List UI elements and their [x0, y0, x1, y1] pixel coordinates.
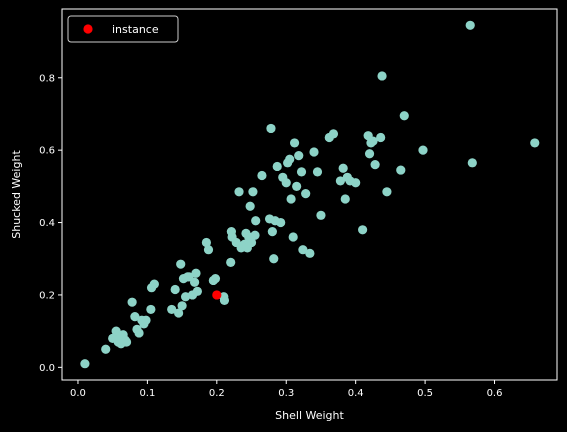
data-point [192, 286, 202, 296]
x-tick-label: 0.6 [487, 388, 503, 399]
data-point [111, 326, 121, 336]
x-tick-label: 0.5 [417, 388, 433, 399]
data-point [296, 167, 307, 177]
data-point [377, 71, 387, 81]
y-tick-label: 0.4 [39, 218, 55, 229]
data-point [101, 344, 111, 354]
data-point [289, 138, 300, 148]
data-point [257, 170, 267, 181]
data-point [281, 178, 291, 188]
legend: instance [67, 15, 179, 43]
data-point [127, 297, 137, 307]
data-point [465, 20, 475, 30]
data-point [530, 138, 540, 148]
data-point [328, 129, 339, 139]
data-point [292, 181, 302, 191]
legend-box [67, 15, 179, 43]
legend-marker-instance [83, 24, 93, 34]
data-point [201, 237, 211, 248]
data-point [203, 245, 214, 255]
y-axis: 0.0 0.2 0.4 0.6 0.8 [39, 73, 62, 374]
data-point [134, 328, 144, 338]
y-axis-label: Shucked Weight [10, 150, 23, 239]
x-tick-label: 0.4 [348, 388, 364, 399]
y-tick-label: 0.8 [39, 73, 55, 84]
data-point [276, 217, 286, 228]
data-point [340, 194, 350, 204]
y-tick-label: 0.0 [39, 363, 55, 374]
data-point [141, 315, 151, 325]
data-point [121, 337, 132, 347]
data-point [80, 359, 90, 369]
data-point [351, 178, 361, 188]
data-point [130, 312, 140, 322]
data-point [396, 165, 406, 175]
data-point [298, 245, 308, 255]
data-point [269, 254, 279, 264]
data-point [245, 201, 255, 211]
data-point [305, 248, 315, 258]
data-point [167, 304, 177, 315]
data-point [248, 187, 258, 197]
data-point [338, 163, 348, 173]
x-tick-label: 0.0 [70, 388, 86, 399]
data-point [294, 150, 304, 161]
data-point [210, 274, 221, 284]
x-axis-label: Shell Weight [275, 409, 344, 422]
data-point [288, 232, 298, 242]
data-point [170, 284, 180, 295]
x-tick-label: 0.1 [139, 388, 155, 399]
points-layer [80, 20, 540, 369]
data-point [370, 160, 380, 170]
data-point [146, 304, 156, 315]
data-point [190, 277, 200, 287]
data-point [335, 176, 345, 186]
data-point [267, 227, 277, 237]
data-point [382, 187, 392, 197]
data-point [301, 189, 311, 199]
data-point [177, 301, 187, 311]
data-point [285, 154, 295, 164]
y-tick-label: 0.2 [39, 290, 55, 301]
data-point [180, 292, 191, 302]
data-point [364, 149, 375, 159]
instance-point [212, 290, 222, 300]
data-point [149, 279, 159, 289]
legend-label-instance: instance [112, 23, 159, 36]
data-point [174, 308, 184, 318]
data-point [399, 111, 409, 121]
data-point [312, 167, 323, 177]
data-point [418, 145, 428, 155]
data-point [250, 230, 260, 240]
x-tick-label: 0.3 [278, 388, 294, 399]
data-point [376, 132, 386, 143]
y-tick-label: 0.6 [39, 146, 55, 157]
data-point [358, 225, 368, 235]
data-point [316, 210, 326, 220]
data-point [176, 259, 186, 269]
data-point [246, 237, 257, 248]
x-tick-label: 0.2 [209, 388, 225, 399]
data-point [191, 268, 201, 278]
plot-area [61, 8, 558, 381]
data-point [266, 123, 276, 134]
data-point [234, 187, 244, 197]
x-axis: 0.0 0.1 0.2 0.3 0.4 0.5 0.6 [70, 380, 502, 399]
data-point [309, 147, 319, 157]
data-point [286, 194, 296, 204]
data-point [467, 158, 477, 168]
data-point [251, 216, 261, 226]
data-point [219, 295, 230, 305]
data-point [226, 257, 236, 267]
data-point [272, 161, 282, 172]
data-point [368, 136, 378, 146]
